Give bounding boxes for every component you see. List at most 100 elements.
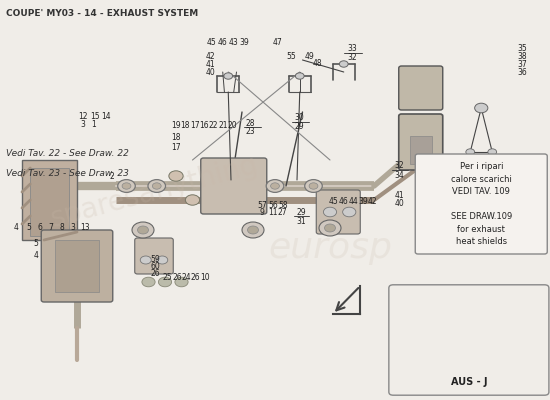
FancyBboxPatch shape — [41, 230, 113, 302]
Text: 48: 48 — [313, 60, 323, 68]
Circle shape — [499, 373, 508, 379]
Text: 9: 9 — [260, 208, 265, 217]
Circle shape — [242, 222, 264, 238]
Text: 54: 54 — [401, 322, 411, 330]
Circle shape — [466, 149, 475, 155]
Text: 51: 51 — [401, 292, 411, 300]
Text: 42: 42 — [206, 52, 216, 61]
Text: 36: 36 — [518, 68, 527, 77]
Text: sparesanything: sparesanything — [47, 151, 261, 233]
Text: Per i ripari
calore scarichi
VEDI TAV. 109

SEE DRAW.109
for exhaust
heat shield: Per i ripari calore scarichi VEDI TAV. 1… — [450, 162, 512, 246]
Bar — [415, 324, 517, 364]
Circle shape — [152, 183, 161, 189]
Text: 13: 13 — [80, 224, 90, 232]
Text: 37: 37 — [518, 60, 527, 69]
Text: 3: 3 — [71, 224, 75, 232]
Circle shape — [309, 183, 318, 189]
Text: 34: 34 — [394, 171, 404, 180]
Text: 21: 21 — [218, 121, 228, 130]
Circle shape — [343, 207, 356, 217]
Circle shape — [425, 373, 433, 379]
Text: Vedi Tav. 22 - See Draw. 22: Vedi Tav. 22 - See Draw. 22 — [6, 150, 128, 158]
Circle shape — [475, 103, 488, 113]
Circle shape — [138, 226, 148, 234]
Text: 26: 26 — [190, 274, 200, 282]
Circle shape — [305, 180, 322, 192]
Text: 39: 39 — [358, 197, 368, 206]
Circle shape — [169, 171, 183, 181]
Text: 38: 38 — [518, 52, 527, 61]
Text: 5: 5 — [26, 224, 31, 232]
Bar — [407, 318, 525, 370]
Text: 10: 10 — [200, 274, 210, 282]
Text: 41: 41 — [206, 60, 216, 69]
Text: 49: 49 — [304, 52, 314, 61]
Text: 60: 60 — [151, 262, 161, 271]
Circle shape — [419, 340, 428, 348]
Text: 25: 25 — [163, 274, 173, 282]
Text: 56: 56 — [268, 201, 278, 210]
Text: 6: 6 — [38, 224, 42, 232]
Text: 28: 28 — [245, 120, 255, 128]
Text: 45: 45 — [329, 197, 339, 206]
Circle shape — [295, 73, 304, 79]
Bar — [30, 168, 69, 236]
Text: 4: 4 — [14, 224, 19, 232]
Bar — [55, 240, 99, 292]
Circle shape — [224, 73, 233, 79]
Circle shape — [271, 183, 279, 189]
Circle shape — [323, 207, 337, 217]
Text: 11: 11 — [268, 208, 278, 217]
Circle shape — [175, 277, 188, 287]
Text: 33: 33 — [347, 44, 357, 53]
Text: 44: 44 — [349, 197, 359, 206]
Circle shape — [158, 277, 172, 287]
Text: 42: 42 — [368, 197, 378, 206]
FancyBboxPatch shape — [415, 154, 547, 254]
Text: 40: 40 — [394, 200, 404, 208]
Text: 53: 53 — [401, 330, 411, 338]
Text: 4: 4 — [34, 252, 38, 260]
Text: 26: 26 — [172, 274, 182, 282]
Text: 17: 17 — [190, 121, 200, 130]
Bar — [22, 160, 77, 240]
Text: 55: 55 — [287, 52, 296, 61]
Text: 58: 58 — [278, 201, 288, 210]
FancyBboxPatch shape — [201, 158, 267, 214]
Text: 20: 20 — [227, 121, 237, 130]
Text: 31: 31 — [296, 217, 306, 226]
Text: 19: 19 — [171, 121, 181, 130]
Text: 23: 23 — [245, 127, 255, 136]
Text: 5: 5 — [34, 240, 38, 248]
Text: 14: 14 — [101, 112, 111, 121]
Text: 17: 17 — [171, 143, 181, 152]
FancyBboxPatch shape — [135, 238, 173, 274]
Text: 46: 46 — [339, 197, 349, 206]
Text: 3: 3 — [80, 120, 85, 129]
Text: 18: 18 — [180, 121, 190, 130]
Text: 35: 35 — [518, 44, 527, 53]
Circle shape — [339, 61, 348, 67]
Text: eurosp: eurosp — [268, 231, 392, 265]
Text: 8: 8 — [60, 224, 64, 232]
Text: 57: 57 — [257, 201, 267, 210]
Text: 50: 50 — [401, 300, 411, 308]
Text: 43: 43 — [229, 38, 239, 47]
Text: 22: 22 — [208, 121, 218, 130]
Circle shape — [140, 256, 151, 264]
Text: 24: 24 — [181, 274, 191, 282]
Text: 40: 40 — [206, 68, 216, 77]
Text: 27: 27 — [278, 208, 288, 217]
Circle shape — [488, 149, 497, 155]
Circle shape — [319, 220, 341, 236]
Text: 39: 39 — [240, 38, 250, 47]
Text: COUPE' MY03 - 14 - EXHAUST SYSTEM: COUPE' MY03 - 14 - EXHAUST SYSTEM — [6, 9, 198, 18]
Circle shape — [148, 180, 166, 192]
Text: 16: 16 — [199, 121, 209, 130]
Text: 15: 15 — [90, 112, 100, 121]
Circle shape — [504, 340, 514, 348]
Text: 47: 47 — [273, 38, 283, 47]
Text: 32: 32 — [347, 54, 357, 62]
Circle shape — [157, 256, 168, 264]
Text: AUS - J: AUS - J — [450, 377, 487, 387]
